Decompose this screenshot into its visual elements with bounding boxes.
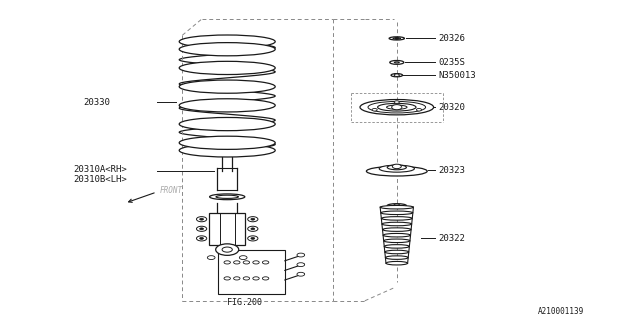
Circle shape: [239, 256, 247, 260]
Circle shape: [253, 277, 259, 280]
Circle shape: [222, 247, 232, 252]
Ellipse shape: [179, 99, 275, 112]
Ellipse shape: [383, 234, 410, 237]
Circle shape: [297, 272, 305, 276]
Ellipse shape: [386, 261, 408, 265]
Ellipse shape: [179, 117, 275, 131]
Text: A210001139: A210001139: [538, 308, 584, 316]
Circle shape: [253, 261, 259, 264]
Ellipse shape: [368, 101, 426, 113]
Ellipse shape: [379, 165, 415, 172]
Ellipse shape: [383, 239, 410, 243]
Ellipse shape: [179, 61, 275, 75]
Ellipse shape: [378, 103, 416, 111]
Circle shape: [234, 277, 240, 280]
Bar: [218, 250, 285, 294]
Circle shape: [234, 261, 240, 264]
Ellipse shape: [382, 222, 412, 226]
Ellipse shape: [381, 217, 412, 220]
Circle shape: [224, 261, 230, 264]
Circle shape: [394, 74, 399, 76]
Ellipse shape: [387, 165, 406, 170]
Ellipse shape: [390, 60, 404, 64]
Circle shape: [417, 108, 422, 111]
Ellipse shape: [384, 244, 410, 248]
Circle shape: [196, 236, 207, 241]
Ellipse shape: [381, 211, 413, 214]
Circle shape: [262, 277, 269, 280]
Ellipse shape: [179, 35, 275, 48]
Circle shape: [216, 244, 239, 255]
Ellipse shape: [179, 136, 275, 149]
Circle shape: [251, 237, 255, 239]
Text: 0235S: 0235S: [438, 58, 465, 67]
Text: 20320: 20320: [438, 103, 465, 112]
Text: 20330: 20330: [83, 98, 110, 107]
Circle shape: [196, 226, 207, 231]
Circle shape: [251, 228, 255, 230]
Ellipse shape: [389, 37, 404, 40]
Circle shape: [248, 226, 258, 231]
Ellipse shape: [387, 204, 406, 208]
Text: FRONT: FRONT: [160, 186, 183, 195]
Circle shape: [200, 218, 204, 220]
Text: N350013: N350013: [438, 71, 476, 80]
Ellipse shape: [387, 105, 407, 109]
Ellipse shape: [367, 166, 428, 176]
Circle shape: [392, 164, 401, 169]
Circle shape: [196, 217, 207, 222]
Ellipse shape: [380, 205, 413, 209]
Circle shape: [251, 218, 255, 220]
Ellipse shape: [210, 194, 244, 200]
Circle shape: [395, 37, 399, 39]
Circle shape: [224, 277, 230, 280]
Circle shape: [392, 105, 402, 110]
Circle shape: [248, 217, 258, 222]
Text: 20322: 20322: [438, 234, 465, 243]
Ellipse shape: [385, 250, 409, 254]
Bar: [209, 213, 245, 245]
Ellipse shape: [179, 144, 275, 157]
Text: FIG.200: FIG.200: [227, 298, 262, 307]
Circle shape: [243, 261, 250, 264]
Ellipse shape: [360, 100, 434, 115]
Circle shape: [262, 261, 269, 264]
Circle shape: [243, 277, 250, 280]
Ellipse shape: [179, 80, 275, 93]
Text: 20310A<RH>: 20310A<RH>: [74, 165, 127, 174]
Circle shape: [200, 228, 204, 230]
Circle shape: [200, 237, 204, 239]
Ellipse shape: [391, 74, 403, 77]
Text: 20323: 20323: [438, 166, 465, 175]
Ellipse shape: [383, 228, 411, 231]
Text: 20326: 20326: [438, 34, 465, 43]
Ellipse shape: [179, 43, 275, 56]
Ellipse shape: [216, 195, 238, 198]
Ellipse shape: [393, 38, 401, 39]
Circle shape: [248, 236, 258, 241]
Circle shape: [207, 256, 215, 260]
Circle shape: [372, 108, 377, 111]
Circle shape: [394, 101, 399, 103]
Ellipse shape: [394, 62, 399, 63]
Circle shape: [297, 263, 305, 267]
Ellipse shape: [385, 256, 408, 259]
Circle shape: [394, 204, 400, 207]
Text: 20310B<LH>: 20310B<LH>: [74, 175, 127, 184]
Circle shape: [297, 253, 305, 257]
